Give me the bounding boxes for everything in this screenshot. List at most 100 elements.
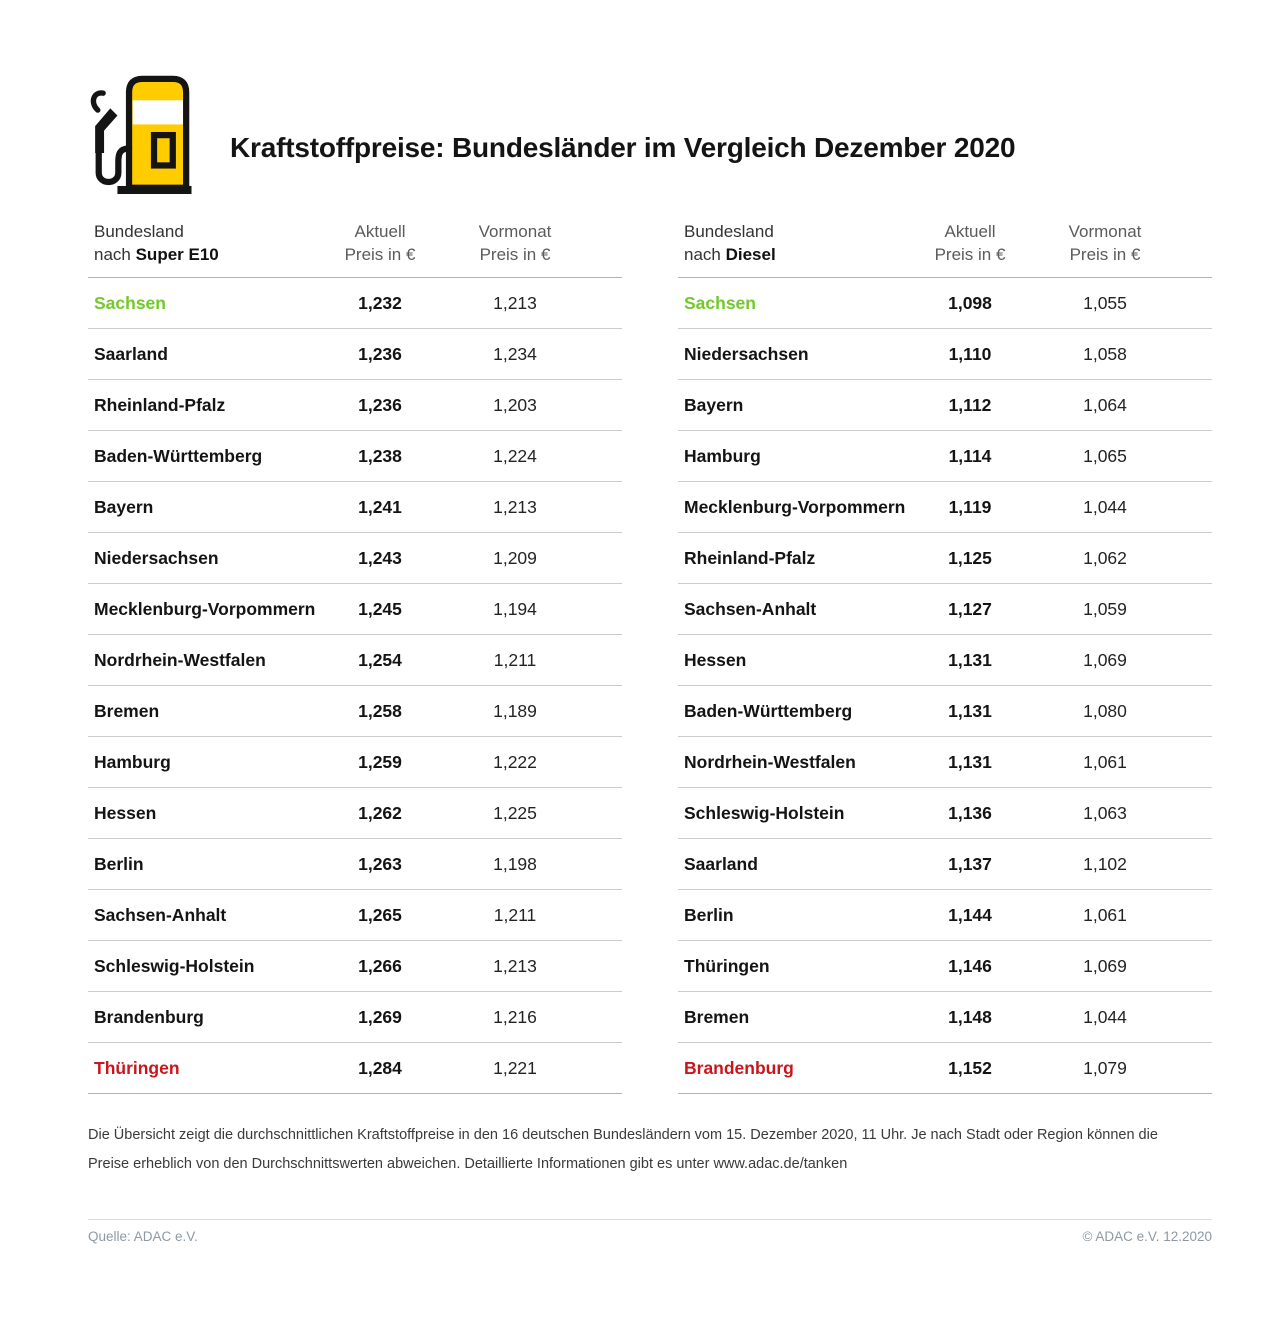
table-row: Sachsen-Anhalt 1,127 1,059	[678, 584, 1212, 635]
vormonat-price: 1,079	[1083, 1057, 1127, 1078]
vormonat-price: 1,102	[1083, 853, 1127, 874]
aktuell-price: 1,131	[948, 649, 992, 670]
state-name: Thüringen	[684, 955, 770, 976]
table-row: Rheinland-Pfalz 1,125 1,062	[678, 533, 1212, 584]
column-header-bundesland: Bundesland nach Super E10	[94, 222, 219, 264]
vormonat-price: 1,222	[493, 751, 537, 772]
vormonat-price: 1,221	[493, 1057, 537, 1078]
aktuell-price: 1,127	[948, 598, 992, 619]
table-row: Brandenburg 1,152 1,079	[678, 1043, 1212, 1094]
state-name: Mecklenburg-Vorpommern	[684, 496, 906, 517]
state-name: Baden-Württemberg	[684, 700, 853, 721]
table-row: Nordrhein-Westfalen 1,131 1,061	[678, 737, 1212, 788]
state-name: Mecklenburg-Vorpommern	[94, 598, 316, 619]
aktuell-price: 1,266	[358, 955, 402, 976]
state-name: Brandenburg	[94, 1006, 204, 1027]
state-name: Sachsen-Anhalt	[94, 904, 227, 925]
state-name: Baden-Württemberg	[94, 445, 263, 466]
page-title: Kraftstoffpreise: Bundesländer im Vergle…	[230, 132, 1016, 163]
aktuell-price: 1,114	[948, 445, 992, 466]
table-body: Sachsen 1,098 1,055 Niedersachsen 1,110 1,058…	[678, 278, 1212, 1094]
table-row: Sachsen 1,232 1,213	[88, 278, 622, 329]
table-row: Schleswig-Holstein 1,136 1,063	[678, 788, 1212, 839]
state-name: Bremen	[684, 1006, 750, 1027]
vormonat-price: 1,234	[493, 343, 537, 364]
column-header-aktuell: Aktuell Preis in €	[934, 222, 1006, 264]
vormonat-price: 1,080	[1083, 700, 1127, 721]
state-name: Sachsen-Anhalt	[684, 598, 817, 619]
table-row: Baden-Württemberg 1,238 1,224	[88, 431, 622, 482]
tables-wrapper: Bundesland nach Super E10 Aktuell Preis …	[88, 220, 1280, 1094]
aktuell-price: 1,131	[948, 751, 992, 772]
table-row: Bremen 1,148 1,044	[678, 992, 1212, 1043]
aktuell-price: 1,236	[358, 343, 402, 364]
footnote: Die Übersicht zeigt die durchschnittlich…	[88, 1121, 1212, 1179]
table-row: Baden-Württemberg 1,131 1,080	[678, 686, 1212, 737]
masthead: Kraftstoffpreise: Bundesländer im Vergle…	[88, 68, 1212, 204]
aktuell-price: 1,146	[948, 955, 992, 976]
aktuell-price: 1,148	[948, 1006, 992, 1027]
aktuell-price: 1,144	[948, 904, 992, 925]
table-row: Niedersachsen 1,110 1,058	[678, 329, 1212, 380]
aktuell-price: 1,269	[358, 1006, 402, 1027]
table-row: Berlin 1,144 1,061	[678, 890, 1212, 941]
vormonat-price: 1,211	[493, 649, 537, 670]
fuel-type-label: Super E10	[135, 245, 219, 264]
vormonat-price: 1,061	[1083, 904, 1127, 925]
vormonat-price: 1,062	[1083, 547, 1127, 568]
vormonat-price: 1,189	[493, 700, 537, 721]
aktuell-price: 1,236	[358, 394, 402, 415]
table-super-e10: Bundesland nach Super E10 Aktuell Preis …	[88, 220, 622, 1094]
column-header-vormonat: Vormonat Preis in €	[478, 222, 552, 264]
vormonat-price: 1,058	[1083, 343, 1127, 364]
fuel-type-label: Diesel	[725, 245, 776, 264]
state-name: Berlin	[94, 853, 144, 874]
vormonat-price: 1,064	[1083, 394, 1127, 415]
aktuell-price: 1,245	[358, 598, 402, 619]
aktuell-price: 1,284	[358, 1057, 402, 1078]
vormonat-price: 1,224	[493, 445, 537, 466]
aktuell-price: 1,137	[948, 853, 992, 874]
state-name: Saarland	[684, 853, 758, 874]
vormonat-price: 1,069	[1083, 955, 1127, 976]
copyright-label: © ADAC e.V. 12.2020	[1082, 1229, 1212, 1244]
table-row: Sachsen 1,098 1,055	[678, 278, 1212, 329]
aktuell-price: 1,243	[358, 547, 402, 568]
state-name: Bayern	[684, 394, 744, 415]
aktuell-price: 1,136	[948, 802, 992, 823]
table-row: Bremen 1,258 1,189	[88, 686, 622, 737]
vormonat-price: 1,209	[493, 547, 537, 568]
vormonat-price: 1,194	[493, 598, 537, 619]
source-label: Quelle: ADAC e.V.	[88, 1229, 198, 1244]
vormonat-price: 1,216	[493, 1006, 537, 1027]
column-header-vormonat: Vormonat Preis in €	[1068, 222, 1142, 264]
footnote-line1: Die Übersicht zeigt die durchschnittlich…	[88, 1127, 1158, 1143]
table-row: Thüringen 1,284 1,221	[88, 1043, 622, 1094]
aktuell-price: 1,238	[358, 445, 402, 466]
table-row: Saarland 1,137 1,102	[678, 839, 1212, 890]
table-header: Bundesland nach Super E10 Aktuell Preis …	[88, 220, 622, 278]
aktuell-price: 1,265	[358, 904, 402, 925]
aktuell-price: 1,112	[948, 394, 992, 415]
state-name: Schleswig-Holstein	[94, 955, 255, 976]
table-header: Bundesland nach Diesel Aktuell Preis in …	[678, 220, 1212, 278]
vormonat-price: 1,055	[1083, 292, 1127, 313]
table-row: Saarland 1,236 1,234	[88, 329, 622, 380]
table-row: Hamburg 1,259 1,222	[88, 737, 622, 788]
table-row: Hessen 1,131 1,069	[678, 635, 1212, 686]
vormonat-price: 1,213	[493, 292, 537, 313]
state-name: Berlin	[684, 904, 734, 925]
state-name: Rheinland-Pfalz	[94, 394, 226, 415]
vormonat-price: 1,059	[1083, 598, 1127, 619]
state-name: Niedersachsen	[94, 547, 219, 568]
vormonat-price: 1,044	[1083, 1006, 1127, 1027]
table-row: Schleswig-Holstein 1,266 1,213	[88, 941, 622, 992]
table-row: Thüringen 1,146 1,069	[678, 941, 1212, 992]
state-name: Sachsen	[94, 292, 166, 313]
vormonat-price: 1,203	[493, 394, 537, 415]
table-row: Mecklenburg-Vorpommern 1,119 1,044	[678, 482, 1212, 533]
state-name: Sachsen	[684, 292, 756, 313]
table-row: Niedersachsen 1,243 1,209	[88, 533, 622, 584]
state-name: Niedersachsen	[684, 343, 809, 364]
state-name: Thüringen	[94, 1057, 180, 1078]
